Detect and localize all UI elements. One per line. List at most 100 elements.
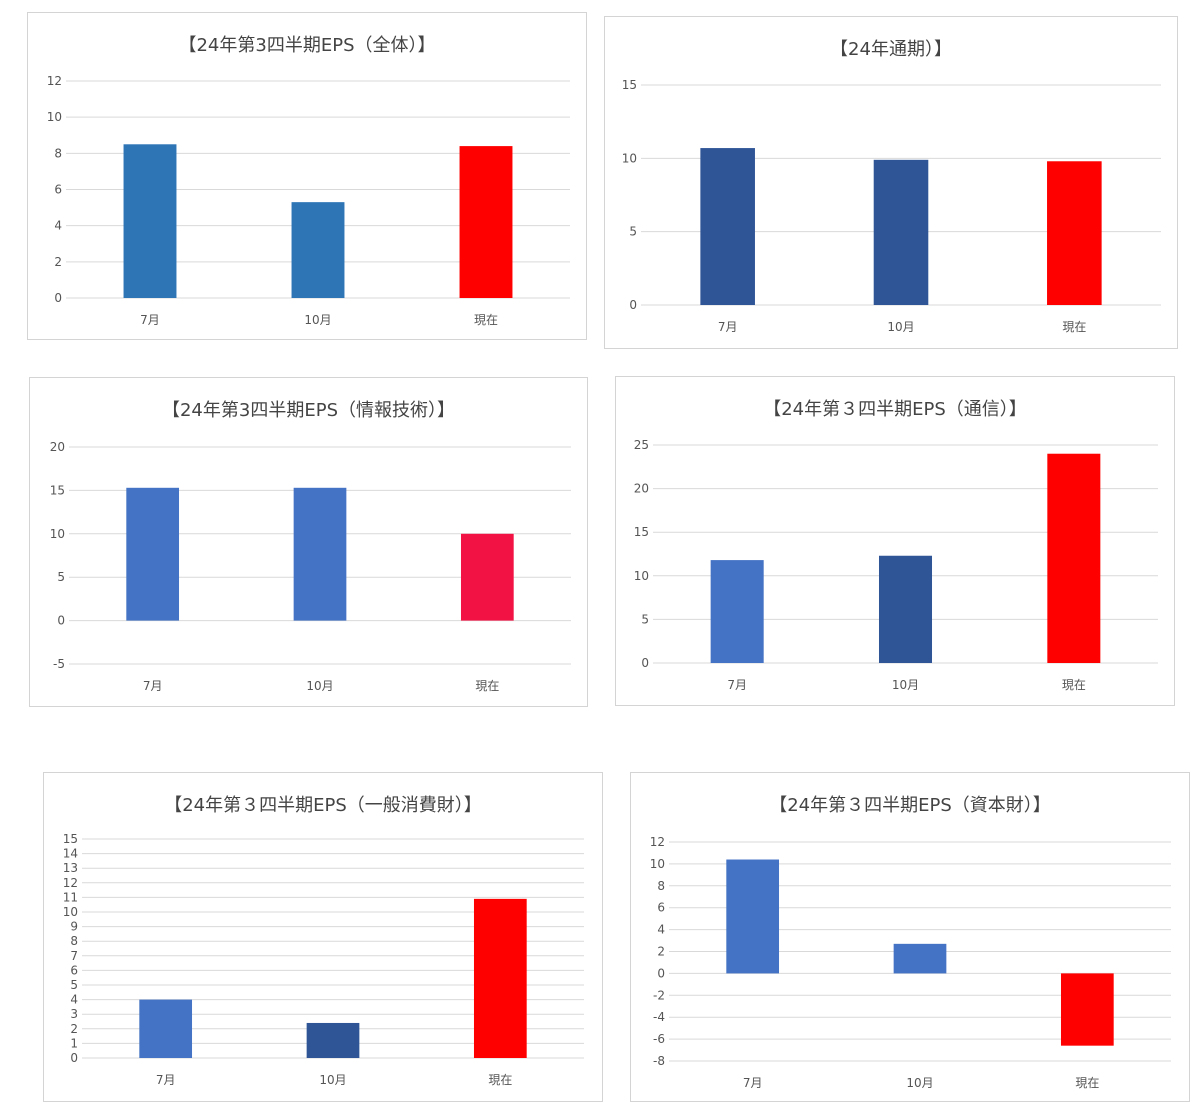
chart-panel-communications: 【24年第３四半期EPS（通信）】 0 5 10 15 20 25 7月 10月 現在 (615, 376, 1175, 706)
y-tick-label: 6 (54, 183, 62, 197)
y-tick-label: -4 (653, 1010, 665, 1024)
bar-2 (873, 159, 929, 305)
y-tick-label: 10 (622, 151, 637, 165)
bar-2 (878, 555, 933, 663)
x-tick-label: 10月 (887, 320, 914, 334)
y-tick-label: 15 (634, 525, 649, 539)
y-tick-label: 15 (63, 832, 78, 846)
y-tick-label: 10 (634, 569, 649, 583)
y-tick-label: 7 (70, 949, 78, 963)
y-tick-label: 10 (50, 527, 65, 541)
y-tick-label: 15 (50, 483, 65, 497)
y-tick-label: 10 (47, 110, 62, 124)
y-tick-label: 25 (634, 438, 649, 452)
chart-panel-overall-eps: 【24年第3四半期EPS（全体）】 0 2 4 6 8 10 12 7月 10月 現在 (27, 12, 587, 340)
y-tick-label: 4 (54, 219, 62, 233)
chart-plot-area: -8 -6 -4 -2 0 2 4 6 8 10 12 7月 10月 現在 (650, 835, 1171, 1090)
x-tick-label: 10月 (319, 1073, 346, 1087)
chart-panel-consumer-discretionary: 【24年第３四半期EPS（一般消費財）】 0 1 2 3 4 5 6 7 8 9 10 11 12 13 1… (43, 772, 603, 1102)
y-tick-label: 0 (629, 298, 637, 312)
y-tick-label: 1 (70, 1036, 78, 1050)
x-tick-label: 現在 (1062, 678, 1086, 692)
chart-panel-capital-goods: 【24年第３四半期EPS（資本財）】 -8 -6 -4 -2 0 2 4 6 8 10 12 7月 10… (630, 772, 1190, 1102)
chart-title: 【24年第３四半期EPS（一般消費財）】 (164, 795, 482, 816)
bar-2 (293, 487, 347, 621)
y-tick-label: 4 (657, 923, 665, 937)
y-tick-label: 2 (657, 945, 665, 959)
chart-panel-full-year: 【24年通期）】 0 5 10 15 7月 10月 現在 (604, 16, 1178, 349)
y-tick-label: -8 (653, 1054, 665, 1068)
chart-title: 【24年第3四半期EPS（全体）】 (178, 35, 436, 56)
y-tick-label: 4 (70, 993, 78, 1007)
y-tick-label: 15 (622, 78, 637, 92)
bar-1 (726, 859, 780, 974)
y-tick-label: 0 (57, 614, 65, 628)
y-tick-label: 13 (63, 861, 78, 875)
y-tick-label: 5 (641, 612, 649, 626)
x-tick-label: 現在 (1075, 1076, 1099, 1090)
y-tick-label: 5 (70, 978, 78, 992)
x-tick-label: 現在 (475, 679, 499, 693)
x-tick-label: 7月 (156, 1073, 176, 1087)
chart-plot-area: 0 5 10 15 7月 10月 現在 (622, 78, 1161, 334)
chart-panel-information-technology: 【24年第3四半期EPS（情報技術）】 -5 0 5 10 15 20 7月 10月 現在 (29, 377, 588, 707)
bar-1 (139, 999, 193, 1058)
x-tick-label: 7月 (718, 320, 738, 334)
y-tick-label: 8 (657, 879, 665, 893)
y-tick-label: 0 (70, 1051, 78, 1065)
bar-3 (1047, 453, 1101, 663)
y-tick-label: 6 (657, 901, 665, 915)
y-tick-label: 8 (70, 934, 78, 948)
y-tick-label: 5 (57, 570, 65, 584)
x-tick-label: 現在 (1062, 320, 1086, 334)
y-tick-label: 0 (54, 291, 62, 305)
y-tick-label: 5 (629, 225, 637, 239)
bar-2 (291, 202, 345, 298)
y-tick-label: 2 (70, 1022, 78, 1036)
bar-3 (473, 898, 527, 1058)
bar-2 (893, 943, 947, 974)
bar-3 (1060, 973, 1114, 1046)
y-tick-label: 0 (641, 656, 649, 670)
y-tick-label: 0 (657, 966, 665, 980)
x-tick-label: 現在 (474, 313, 498, 327)
chart-title: 【24年第３四半期EPS（資本財）】 (769, 795, 1051, 816)
y-tick-label: 11 (63, 890, 78, 904)
chart-plot-area: -5 0 5 10 15 20 7月 10月 現在 (50, 440, 571, 693)
y-tick-label: 12 (47, 74, 62, 88)
y-tick-label: 20 (50, 440, 65, 454)
y-tick-label: 8 (54, 146, 62, 160)
x-tick-label: 10月 (306, 679, 333, 693)
y-tick-label: 10 (650, 857, 665, 871)
y-tick-label: -5 (53, 657, 65, 671)
bar-3 (459, 146, 513, 298)
y-tick-label: 14 (63, 847, 78, 861)
x-tick-label: 10月 (304, 313, 331, 327)
bar-1 (700, 148, 755, 305)
chart-plot-area: 0 5 10 15 20 25 7月 10月 現在 (634, 438, 1158, 692)
x-tick-label: 7月 (743, 1076, 763, 1090)
bar-3 (460, 533, 514, 621)
bar-1 (710, 560, 764, 663)
chart-title: 【24年第３四半期EPS（通信）】 (763, 399, 1027, 420)
chart-title: 【24年通期）】 (830, 39, 952, 60)
bar-1 (123, 144, 177, 298)
x-tick-label: 7月 (140, 313, 160, 327)
x-tick-label: 10月 (892, 678, 919, 692)
x-tick-label: 7月 (143, 679, 163, 693)
y-tick-label: 9 (70, 920, 78, 934)
x-tick-label: 7月 (727, 678, 747, 692)
y-tick-label: 20 (634, 482, 649, 496)
y-tick-label: 3 (70, 1007, 78, 1021)
y-tick-label: 6 (70, 963, 78, 977)
y-tick-label: 10 (63, 905, 78, 919)
bar-3 (1047, 161, 1102, 305)
x-tick-label: 現在 (488, 1073, 512, 1087)
x-tick-label: 10月 (906, 1076, 933, 1090)
y-tick-label: 12 (650, 835, 665, 849)
chart-title: 【24年第3四半期EPS（情報技術）】 (161, 400, 455, 421)
y-tick-label: 2 (54, 255, 62, 269)
bar-1 (126, 487, 180, 621)
bar-2 (306, 1022, 360, 1058)
